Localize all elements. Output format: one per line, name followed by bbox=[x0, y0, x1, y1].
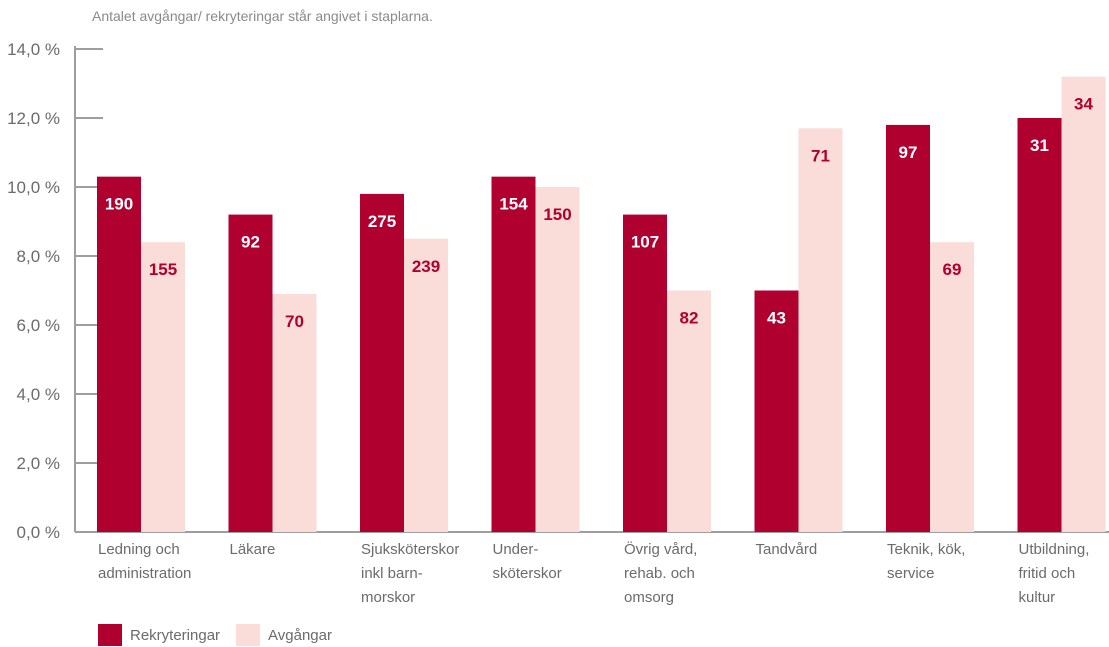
x-category-label: Teknik, kök, service bbox=[887, 541, 965, 582]
x-category-label: Sjuksköterskor inkl barn-morskor bbox=[361, 541, 459, 606]
legend-label-rekryteringar: Rekryteringar bbox=[130, 626, 221, 644]
bar-chart: 0,0 % 2,0 % 4,0 % 6,0 % 8,0 % 10,0 % 12,0 % 14,… bbox=[7, 40, 1109, 606]
bar-value-label: 154 bbox=[499, 195, 528, 214]
bar-value-label: 190 bbox=[105, 195, 133, 214]
x-category-label-line: Tandvård bbox=[756, 541, 818, 558]
x-category-label-line: Utbildning, bbox=[1019, 541, 1090, 558]
bar-avgangar bbox=[798, 128, 843, 532]
x-category-label-line: sköterskor bbox=[493, 565, 562, 582]
legend-swatch-rekryteringar bbox=[98, 624, 122, 646]
y-tick-label: 4,0 % bbox=[17, 385, 60, 404]
legend-item-avgangar: Avgångar bbox=[236, 624, 332, 646]
bar-avgangar bbox=[1061, 76, 1106, 532]
x-category-label-line: inkl barn- bbox=[361, 565, 423, 582]
bar-rekryteringar bbox=[97, 176, 141, 532]
legend-item-rekryteringar: Rekryteringar bbox=[98, 624, 220, 646]
bar-value-label: 239 bbox=[412, 257, 440, 276]
legend-label-avgangar: Avgångar bbox=[268, 626, 332, 644]
bar-rekryteringar bbox=[623, 214, 667, 532]
y-tick-label: 8,0 % bbox=[17, 247, 60, 266]
y-tick-label: 0,0 % bbox=[17, 523, 60, 542]
y-tick-label: 12,0 % bbox=[7, 109, 60, 128]
x-category-label-line: morskor bbox=[361, 589, 415, 606]
bar-rekryteringar bbox=[754, 290, 799, 532]
x-category-label-line: kultur bbox=[1019, 589, 1056, 606]
x-category-label-line: Ledning och bbox=[98, 541, 180, 558]
bar-value-label: 70 bbox=[285, 312, 304, 331]
bar-avgangar bbox=[272, 293, 317, 532]
bar-rekryteringar bbox=[228, 214, 273, 532]
bar-rekryteringar bbox=[886, 124, 930, 533]
y-tick-label: 2,0 % bbox=[17, 454, 60, 473]
x-category-label-line: fritid och bbox=[1019, 565, 1076, 582]
bar-avgangar bbox=[535, 187, 580, 532]
x-category-label: Tandvård bbox=[756, 541, 818, 558]
x-category-label-line: service bbox=[887, 565, 935, 582]
chart-legend: Rekryteringar Avgångar bbox=[98, 624, 348, 646]
bar-rekryteringar bbox=[360, 193, 404, 532]
bar-avgangar bbox=[404, 238, 448, 532]
bar-value-label: 107 bbox=[631, 233, 659, 252]
x-category-label-line: omsorg bbox=[624, 589, 674, 606]
x-category-label-line: rehab. och bbox=[624, 565, 695, 582]
bar-avgangar bbox=[930, 242, 974, 532]
y-tick-label: 14,0 % bbox=[7, 40, 60, 59]
x-category-label: Utbildning, fritid och kultur bbox=[1019, 541, 1090, 606]
bar-value-label: 155 bbox=[149, 260, 177, 279]
bar-avgangar bbox=[141, 242, 185, 532]
bar-value-label: 92 bbox=[241, 233, 260, 252]
x-category-label-line: Teknik, kök, bbox=[887, 541, 965, 558]
bar-value-label: 150 bbox=[543, 205, 571, 224]
bar-value-label: 82 bbox=[680, 309, 699, 328]
x-category-label: Läkare bbox=[230, 541, 276, 558]
bar-value-label: 34 bbox=[1074, 95, 1093, 114]
bar-value-label: 275 bbox=[368, 212, 396, 231]
y-tick-label: 6,0 % bbox=[17, 316, 60, 335]
y-tick-label: 10,0 % bbox=[7, 178, 60, 197]
bar-value-label: 71 bbox=[811, 146, 830, 165]
x-category-label-line: Under- bbox=[493, 541, 539, 558]
x-category-label-line: Övrig vård, bbox=[624, 540, 697, 558]
x-category-label: Ledning och administration bbox=[98, 541, 191, 582]
x-category-label-line: Läkare bbox=[230, 541, 276, 558]
bar-value-label: 43 bbox=[767, 309, 786, 328]
legend-swatch-avgangar bbox=[236, 624, 261, 646]
x-category-label: Övrig vård, rehab. och omsorg bbox=[624, 540, 697, 606]
bar-value-label: 31 bbox=[1030, 136, 1049, 155]
x-category-label: Under-sköterskor bbox=[493, 541, 562, 582]
bar-value-label: 97 bbox=[899, 143, 918, 162]
bar-avgangar bbox=[667, 290, 711, 532]
bar-value-label: 69 bbox=[943, 260, 962, 279]
bar-rekryteringar bbox=[491, 176, 536, 532]
x-category-label-line: administration bbox=[98, 565, 191, 582]
bar-rekryteringar bbox=[1017, 118, 1062, 532]
chart-note: Antalet avgångar/ rekryteringar står ang… bbox=[92, 8, 433, 24]
x-category-label-line: Sjuksköterskor bbox=[361, 541, 459, 558]
